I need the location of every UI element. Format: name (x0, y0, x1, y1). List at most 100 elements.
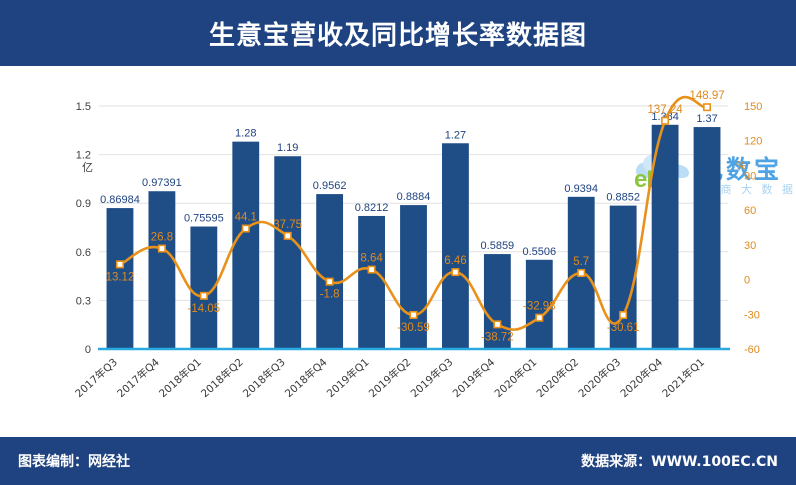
y-tick-right: 150 (744, 101, 762, 113)
line-series (115, 95, 712, 331)
y-axis-left-ticks: 0 0.3 0.6 0.9 1.2 1.5 (76, 101, 91, 356)
line-label: -14.05 (188, 303, 221, 315)
bar (442, 143, 469, 349)
y-tick-right: -60 (744, 344, 760, 356)
footer-source: 数据来源：WWW.100EC.CN (581, 454, 778, 470)
bar-label: 1.37 (696, 113, 717, 125)
line-label: -30.59 (397, 322, 430, 334)
bar-label: 0.8884 (397, 191, 431, 203)
line-marker (619, 310, 628, 319)
y-tick-left: 1.5 (76, 101, 91, 113)
bar (483, 254, 511, 349)
x-tick-label: 2019年Q1 (324, 356, 371, 401)
line-label: 8.64 (360, 253, 383, 265)
x-tick-label: 2020年Q4 (618, 355, 666, 400)
line-marker (199, 291, 208, 300)
line-label: 44.1 (235, 212, 257, 224)
x-axis-ticks: 2017年Q32017年Q42018年Q12018年Q22018年Q32018年… (73, 355, 708, 400)
line-label: 13.12 (106, 271, 135, 283)
bar-label: 1.19 (277, 142, 298, 154)
y-axis-unit-right: % (736, 159, 747, 172)
line-label: -32.98 (523, 301, 556, 313)
line-marker (157, 244, 166, 253)
y-tick-right: 90 (744, 170, 756, 182)
x-tick-label: 2019年Q4 (450, 355, 498, 400)
line-marker (241, 224, 250, 233)
x-tick-label: 2018年Q1 (156, 356, 203, 401)
bar (232, 141, 260, 349)
y-tick-left: 1.2 (76, 150, 91, 162)
bar (693, 127, 721, 349)
y-tick-left: 0.9 (76, 198, 91, 210)
y-tick-right: 0 (744, 275, 750, 287)
line-marker (451, 268, 460, 277)
line-marker (409, 310, 418, 319)
bar (316, 194, 344, 349)
x-tick-label: 2020年Q1 (492, 356, 539, 401)
line-marker (661, 116, 670, 125)
line-marker (283, 231, 292, 240)
line-path (118, 95, 709, 331)
bar (609, 205, 637, 349)
line-label: 26.8 (151, 232, 173, 244)
x-tick-label: 2021年Q1 (660, 356, 707, 401)
bar-label: 0.9394 (564, 183, 598, 195)
bar-label: 0.75595 (184, 213, 224, 225)
x-tick-label: 2018年Q4 (282, 355, 330, 400)
line-marker (535, 313, 544, 322)
y-axis-unit-left: 亿 (82, 161, 93, 174)
bar-label: 0.9562 (313, 180, 347, 192)
bar-label: 1.28 (235, 128, 256, 140)
x-tick-label: 2020年Q3 (576, 356, 623, 401)
chart-svg: 0 0.3 0.6 0.9 1.2 1.5 -60 -30 0 30 60 90 120 150 0.8… (73, 90, 763, 400)
bar-label: 0.86984 (100, 194, 140, 206)
line-label: -1.8 (320, 289, 340, 301)
x-tick-label: 2020年Q2 (534, 356, 581, 401)
footer-credit: 图表编制：网经社 (18, 454, 130, 470)
bar-label: 0.8852 (606, 192, 640, 204)
x-tick-label: 2019年Q3 (408, 356, 455, 401)
bar-label: 0.97391 (142, 177, 182, 189)
bar-label: 1.27 (445, 129, 466, 141)
bar (525, 259, 553, 349)
line-value-labels: 13.12 26.8 -14.05 44.1 37.75 -1.8 8.64 -30.59 6.… (106, 90, 725, 343)
bar (358, 215, 385, 349)
line-label: 5.7 (573, 256, 589, 268)
line-marker (325, 277, 334, 286)
line-label: -38.72 (481, 331, 514, 343)
bar-label: 0.8212 (355, 202, 389, 214)
line-marker (577, 268, 586, 277)
bar-series (106, 124, 721, 350)
x-tick-label: 2018年Q3 (240, 356, 287, 401)
y-tick-left: 0 (85, 344, 91, 356)
y-tick-left: 0.3 (76, 295, 91, 307)
bar (651, 124, 679, 350)
line-marker (493, 320, 502, 329)
y-axis-right-ticks: -60 -30 0 30 60 90 120 150 (744, 101, 762, 356)
bar-label: 0.5859 (481, 240, 515, 252)
footer-bar: 图表编制：网经社 数据来源：WWW.100EC.CN (0, 437, 796, 485)
x-tick-label: 2017年Q3 (73, 356, 120, 401)
x-tick-label: 2018年Q2 (198, 356, 245, 401)
line-label: 148.97 (689, 90, 724, 102)
chart-plot-area: eDT 电数宝 电 商 大 数 据 库 亿 % 00.30.60.91.21.5… (0, 66, 796, 437)
bar (274, 156, 302, 349)
y-tick-right: 30 (744, 240, 756, 252)
bar (106, 208, 134, 349)
x-tick-label: 2019年Q2 (366, 356, 413, 401)
y-tick-right: 60 (744, 205, 756, 217)
bar (148, 191, 176, 349)
x-tick-label: 2017年Q4 (114, 355, 162, 400)
line-marker (367, 265, 376, 274)
line-marker (703, 103, 712, 112)
line-label: 137.24 (648, 104, 684, 116)
line-label: 6.46 (444, 255, 466, 267)
line-marker (115, 260, 124, 269)
y-tick-right: -30 (744, 309, 760, 321)
header-bar: 生意宝营收及同比增长率数据图 (0, 0, 796, 66)
page-title: 生意宝营收及同比增长率数据图 (208, 20, 587, 51)
line-label: 37.75 (273, 219, 302, 231)
line-label: -30.61 (607, 322, 640, 334)
y-tick-left: 0.6 (76, 247, 91, 259)
